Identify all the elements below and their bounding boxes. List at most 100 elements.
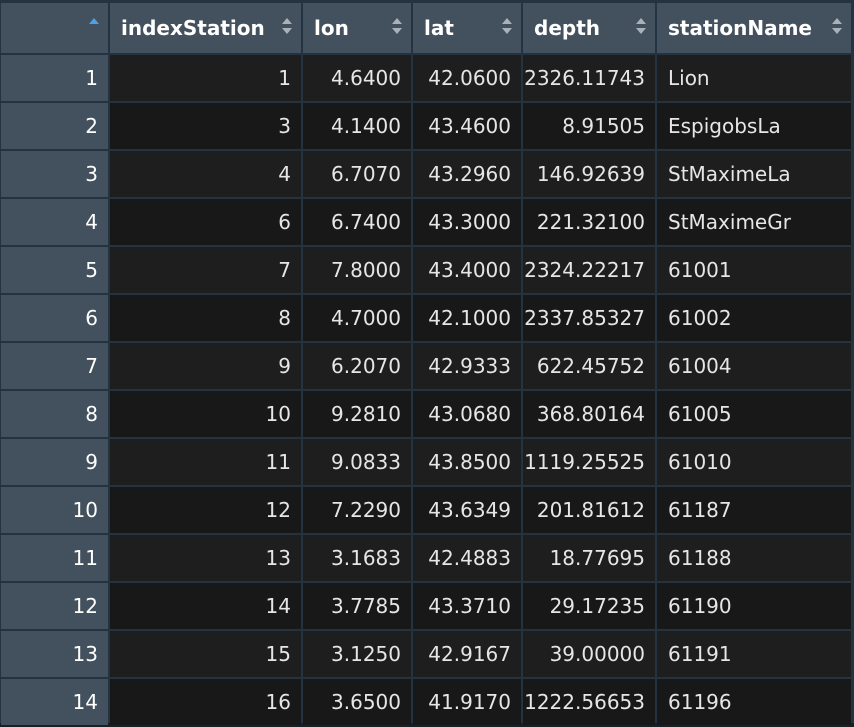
cell-stationName: 61196 xyxy=(657,679,851,725)
row-number: 12 xyxy=(1,583,108,629)
cell-lat: 41.9170 xyxy=(413,679,521,725)
table-row[interactable]: 11 13 3.1683 42.4883 18.77695 61188 xyxy=(1,535,851,581)
row-number: 1 xyxy=(1,55,108,101)
cell-lon: 3.1250 xyxy=(303,631,411,677)
cell-lat: 42.1000 xyxy=(413,295,521,341)
cell-lat: 43.4000 xyxy=(413,247,521,293)
cell-lat: 43.6349 xyxy=(413,487,521,533)
header-row: indexStation lon lat depth stationName xyxy=(1,3,851,53)
cell-depth: 2326.11743 xyxy=(523,55,655,101)
cell-indexStation: 16 xyxy=(110,679,301,725)
cell-indexStation: 6 xyxy=(110,199,301,245)
cell-depth: 29.17235 xyxy=(523,583,655,629)
table-row[interactable]: 13 15 3.1250 42.9167 39.00000 61191 xyxy=(1,631,851,677)
table-row[interactable]: 3 4 6.7070 43.2960 146.92639 StMaximeLa xyxy=(1,151,851,197)
cell-stationName: 61188 xyxy=(657,535,851,581)
cell-lon: 3.1683 xyxy=(303,535,411,581)
cell-stationName: StMaximeGr xyxy=(657,199,851,245)
sort-ascending-icon[interactable] xyxy=(89,17,99,37)
sort-icon[interactable] xyxy=(636,17,646,37)
row-number: 7 xyxy=(1,343,108,389)
table-row[interactable]: 2 3 4.1400 43.4600 8.91505 EspigobsLa xyxy=(1,103,851,149)
table-row[interactable]: 10 12 7.2290 43.6349 201.81612 61187 xyxy=(1,487,851,533)
cell-lat: 42.9333 xyxy=(413,343,521,389)
cell-lon: 4.6400 xyxy=(303,55,411,101)
row-number: 3 xyxy=(1,151,108,197)
cell-lon: 9.0833 xyxy=(303,439,411,485)
column-header-lon[interactable]: lon xyxy=(303,3,411,53)
cell-lat: 43.8500 xyxy=(413,439,521,485)
sort-icon[interactable] xyxy=(392,17,402,37)
row-number: 4 xyxy=(1,199,108,245)
column-header-label: lat xyxy=(424,16,454,40)
table-row[interactable]: 12 14 3.7785 43.3710 29.17235 61190 xyxy=(1,583,851,629)
sort-icon[interactable] xyxy=(502,17,512,37)
cell-lat: 43.0680 xyxy=(413,391,521,437)
cell-lon: 3.6500 xyxy=(303,679,411,725)
row-number-header[interactable] xyxy=(1,3,108,53)
cell-stationName: 61002 xyxy=(657,295,851,341)
row-number: 11 xyxy=(1,535,108,581)
column-header-label: lon xyxy=(314,16,349,40)
sort-icon[interactable] xyxy=(832,17,842,37)
cell-depth: 1119.25525 xyxy=(523,439,655,485)
column-header-stationName[interactable]: stationName xyxy=(657,3,851,53)
cell-indexStation: 9 xyxy=(110,343,301,389)
cell-indexStation: 1 xyxy=(110,55,301,101)
cell-stationName: 61001 xyxy=(657,247,851,293)
cell-depth: 8.91505 xyxy=(523,103,655,149)
row-number: 9 xyxy=(1,439,108,485)
cell-depth: 2324.22217 xyxy=(523,247,655,293)
table-row[interactable]: 1 1 4.6400 42.0600 2326.11743 Lion xyxy=(1,55,851,101)
cell-lon: 6.7070 xyxy=(303,151,411,197)
row-number: 6 xyxy=(1,295,108,341)
cell-lat: 43.3000 xyxy=(413,199,521,245)
cell-lon: 3.7785 xyxy=(303,583,411,629)
cell-lon: 4.1400 xyxy=(303,103,411,149)
cell-stationName: 61010 xyxy=(657,439,851,485)
cell-stationName: Lion xyxy=(657,55,851,101)
cell-stationName: 61004 xyxy=(657,343,851,389)
table-row[interactable]: 4 6 6.7400 43.3000 221.32100 StMaximeGr xyxy=(1,199,851,245)
column-header-lat[interactable]: lat xyxy=(413,3,521,53)
cell-depth: 18.77695 xyxy=(523,535,655,581)
cell-lon: 4.7000 xyxy=(303,295,411,341)
column-header-label: depth xyxy=(534,16,600,40)
cell-indexStation: 13 xyxy=(110,535,301,581)
column-header-label: stationName xyxy=(668,16,812,40)
cell-lon: 9.2810 xyxy=(303,391,411,437)
row-number: 8 xyxy=(1,391,108,437)
cell-indexStation: 4 xyxy=(110,151,301,197)
cell-stationName: 61190 xyxy=(657,583,851,629)
cell-depth: 2337.85327 xyxy=(523,295,655,341)
cell-depth: 1222.56653 xyxy=(523,679,655,725)
cell-lat: 43.3710 xyxy=(413,583,521,629)
cell-indexStation: 7 xyxy=(110,247,301,293)
cell-indexStation: 15 xyxy=(110,631,301,677)
table-row[interactable]: 9 11 9.0833 43.8500 1119.25525 61010 xyxy=(1,439,851,485)
table-row[interactable]: 5 7 7.8000 43.4000 2324.22217 61001 xyxy=(1,247,851,293)
cell-stationName: 61187 xyxy=(657,487,851,533)
cell-depth: 146.92639 xyxy=(523,151,655,197)
table-row[interactable]: 6 8 4.7000 42.1000 2337.85327 61002 xyxy=(1,295,851,341)
cell-stationName: 61005 xyxy=(657,391,851,437)
cell-stationName: EspigobsLa xyxy=(657,103,851,149)
cell-lat: 43.2960 xyxy=(413,151,521,197)
cell-lat: 43.4600 xyxy=(413,103,521,149)
table-row[interactable]: 14 16 3.6500 41.9170 1222.56653 61196 xyxy=(1,679,851,725)
column-header-indexStation[interactable]: indexStation xyxy=(110,3,301,53)
cell-lat: 42.4883 xyxy=(413,535,521,581)
table-row[interactable]: 8 10 9.2810 43.0680 368.80164 61005 xyxy=(1,391,851,437)
table-body: 1 1 4.6400 42.0600 2326.11743 Lion 2 3 4.1400 43.… xyxy=(1,55,851,725)
table-row[interactable]: 7 9 6.2070 42.9333 622.45752 61004 xyxy=(1,343,851,389)
cell-lat: 42.0600 xyxy=(413,55,521,101)
cell-lon: 6.7400 xyxy=(303,199,411,245)
cell-depth: 221.32100 xyxy=(523,199,655,245)
column-header-depth[interactable]: depth xyxy=(523,3,655,53)
sort-icon[interactable] xyxy=(282,17,292,37)
row-number: 14 xyxy=(1,679,108,725)
cell-stationName: 61191 xyxy=(657,631,851,677)
cell-indexStation: 11 xyxy=(110,439,301,485)
